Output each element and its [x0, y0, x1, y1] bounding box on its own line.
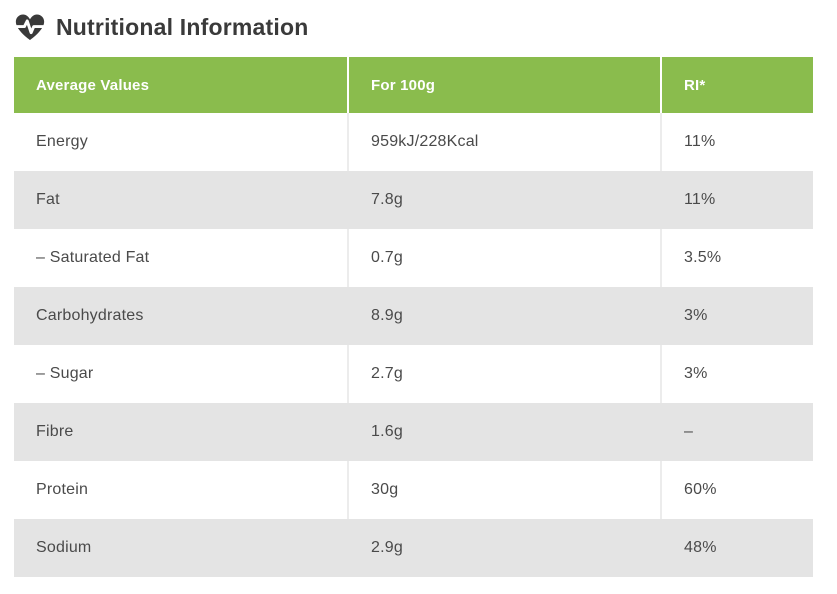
ri-value-cell: – [660, 403, 813, 461]
ri-value-cell: 3.5% [660, 229, 813, 287]
per-100g-value-cell: 0.7g [347, 229, 661, 287]
table-header-row: Average Values For 100g RI* [14, 57, 813, 113]
table-row: – Sugar 2.7g 3% [14, 345, 813, 403]
column-header-average-values: Average Values [14, 57, 348, 113]
table-row: Sodium 2.9g 48% [14, 519, 813, 577]
nutrition-table: Average Values For 100g RI* Energy 959kJ… [14, 57, 813, 577]
ri-value-cell: 3% [660, 345, 813, 403]
nutrient-label-cell: – Sugar [14, 345, 348, 403]
ri-value-cell: 3% [660, 287, 813, 345]
table-body: Energy 959kJ/228Kcal 11% Fat 7.8g 11% – … [14, 113, 813, 577]
nutrient-label-cell: Sodium [14, 519, 348, 577]
nutrient-label-cell: Fat [14, 171, 348, 229]
table-row: Carbohydrates 8.9g 3% [14, 287, 813, 345]
nutrient-label-cell: – Saturated Fat [14, 229, 348, 287]
ri-value-cell: 60% [660, 461, 813, 519]
column-header-ri: RI* [660, 57, 813, 113]
nutrient-label-cell: Protein [14, 461, 348, 519]
ri-value-cell: 11% [660, 113, 813, 171]
page-title: Nutritional Information [56, 14, 309, 40]
per-100g-value-cell: 8.9g [347, 287, 661, 345]
per-100g-value-cell: 2.7g [347, 345, 661, 403]
table-row: Fibre 1.6g – [14, 403, 813, 461]
ri-value-cell: 11% [660, 171, 813, 229]
heart-pulse-icon [15, 14, 45, 41]
table-row: Energy 959kJ/228Kcal 11% [14, 113, 813, 171]
nutrition-table-container: Average Values For 100g RI* Energy 959kJ… [14, 57, 813, 577]
nutrient-label-cell: Carbohydrates [14, 287, 348, 345]
per-100g-value-cell: 30g [347, 461, 661, 519]
section-header: Nutritional Information [0, 0, 837, 44]
ri-value-cell: 48% [660, 519, 813, 577]
column-header-for-100g: For 100g [347, 57, 661, 113]
table-row: – Saturated Fat 0.7g 3.5% [14, 229, 813, 287]
per-100g-value-cell: 1.6g [347, 403, 661, 461]
per-100g-value-cell: 2.9g [347, 519, 661, 577]
table-row: Protein 30g 60% [14, 461, 813, 519]
nutrient-label-cell: Fibre [14, 403, 348, 461]
nutrient-label-cell: Energy [14, 113, 348, 171]
per-100g-value-cell: 7.8g [347, 171, 661, 229]
per-100g-value-cell: 959kJ/228Kcal [347, 113, 661, 171]
table-row: Fat 7.8g 11% [14, 171, 813, 229]
